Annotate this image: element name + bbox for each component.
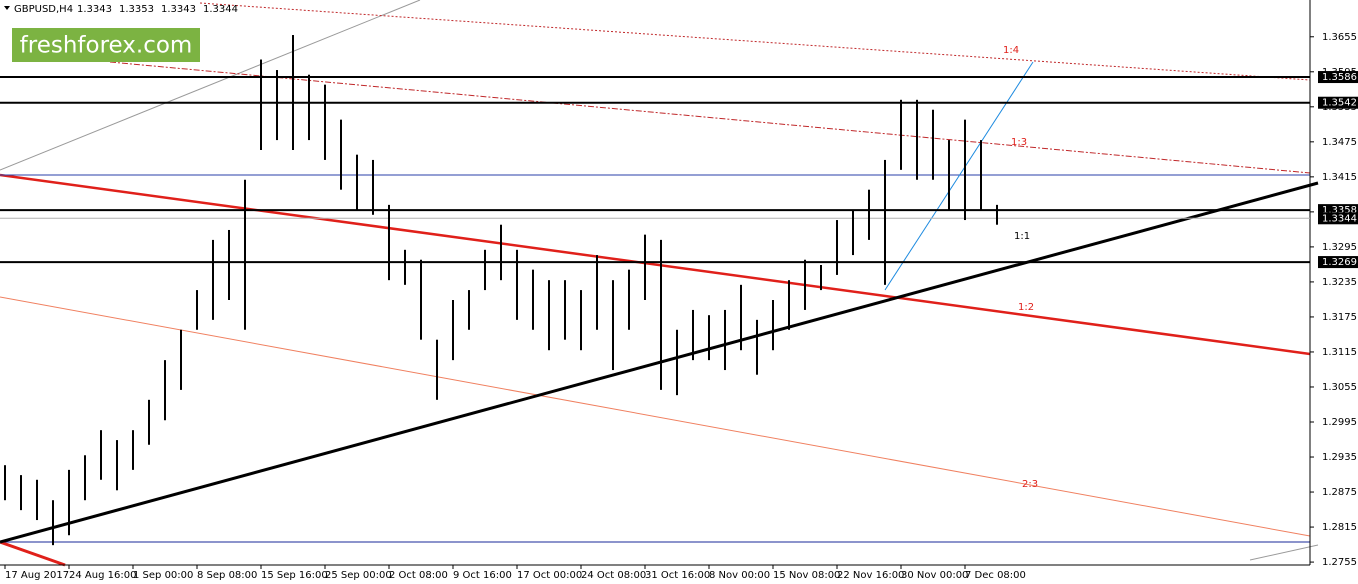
x-tick-label: 22 Nov 16:00	[837, 570, 904, 581]
y-tick-label: 1.2935	[1322, 452, 1357, 463]
x-tick-label: 7 Dec 08:00	[965, 570, 1026, 581]
y-tick-label: 1.2995	[1322, 417, 1357, 428]
y-tick-label: 1.3655	[1322, 32, 1357, 43]
quote-value: 1.3343	[77, 4, 112, 15]
y-tick-label: 1.3415	[1322, 172, 1357, 183]
fan-label: 1:1	[1014, 231, 1030, 242]
x-tick-label: 30 Nov 00:00	[901, 570, 968, 581]
trendline	[1249, 544, 1319, 561]
x-tick-label: 15 Sep 16:00	[261, 570, 328, 581]
level-label: 1.3358	[1322, 205, 1357, 216]
level-label-box	[1318, 256, 1358, 269]
level-label: 1.3542	[1322, 98, 1357, 109]
x-tick-label: 24 Aug 16:00	[69, 570, 136, 581]
logo: freshforex.com	[20, 33, 193, 59]
quote-value: 1.3353	[119, 4, 154, 15]
x-tick-label: 25 Sep 00:00	[325, 570, 392, 581]
chart-title: GBPUSD,H4	[14, 4, 73, 15]
trendline	[0, 181, 1319, 544]
fan-line	[199, 2, 1311, 81]
x-tick-label: 17 Oct 00:00	[517, 570, 582, 581]
x-tick-label: 8 Sep 08:00	[197, 570, 257, 581]
price-label-box	[1318, 212, 1358, 225]
logo-box	[12, 28, 200, 62]
fan-line	[0, 296, 1311, 537]
x-tick-label: 15 Nov 08:00	[773, 570, 840, 581]
x-tick-label: 17 Aug 2017	[5, 570, 69, 581]
quote-value: 1.3344	[203, 4, 238, 15]
level-label: 1.3269	[1322, 257, 1357, 268]
price-label: 1.3344	[1322, 213, 1357, 224]
x-tick-label: 8 Nov 00:00	[709, 570, 770, 581]
y-tick-label: 1.2755	[1322, 557, 1357, 568]
y-tick-label: 1.3175	[1322, 312, 1357, 323]
trendline	[0, 0, 421, 171]
x-tick-label: 31 Oct 16:00	[645, 570, 710, 581]
trendline	[884, 61, 1034, 291]
fan-label: 1:3	[1011, 137, 1027, 148]
level-label-box	[1318, 71, 1358, 84]
y-tick-label: 1.3235	[1322, 277, 1357, 288]
menu-arrow	[4, 6, 10, 10]
fan-label: 1:4	[1003, 45, 1019, 56]
x-tick-label: 2 Oct 08:00	[389, 570, 448, 581]
x-tick-label: 1 Sep 00:00	[133, 570, 193, 581]
y-tick-label: 1.3055	[1322, 382, 1357, 393]
drawings	[0, 0, 1319, 567]
y-tick-label: 1.2815	[1322, 522, 1357, 533]
y-tick-label: 1.3475	[1322, 137, 1357, 148]
quote-value: 1.3343	[161, 4, 196, 15]
level-label: 1.3586	[1322, 72, 1357, 83]
fan-label: 2:3	[1022, 479, 1038, 490]
y-tick-label: 1.2875	[1322, 487, 1357, 498]
y-tick-label: 1.3115	[1322, 347, 1357, 358]
trendline	[0, 540, 66, 567]
fan-line	[0, 173, 1311, 356]
x-tick-label: 24 Oct 08:00	[581, 570, 646, 581]
y-tick-label: 1.3295	[1322, 242, 1357, 253]
fan-label: 1:2	[1018, 302, 1034, 313]
level-label-box	[1318, 96, 1358, 109]
x-tick-label: 9 Oct 16:00	[453, 570, 512, 581]
